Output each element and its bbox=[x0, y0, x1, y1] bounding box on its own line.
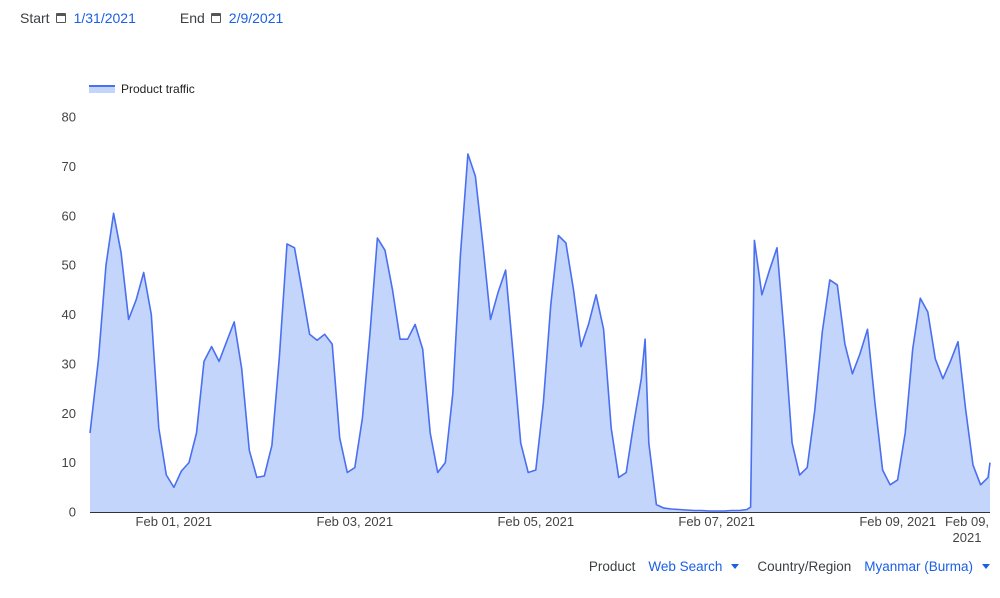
x-tick-label: Feb 03, 2021 bbox=[317, 514, 394, 529]
y-tick-label: 40 bbox=[62, 307, 76, 322]
legend-swatch bbox=[89, 85, 115, 93]
y-tick-label: 80 bbox=[62, 110, 76, 125]
chart-controls: Product Web Search Country/Region Myanma… bbox=[589, 559, 990, 574]
x-tick-label: Feb 05, 2021 bbox=[497, 514, 574, 529]
y-tick-label: 0 bbox=[69, 505, 76, 520]
x-end-label: Feb 09, bbox=[945, 514, 989, 529]
start-date-picker[interactable]: 1/31/2021 bbox=[73, 10, 136, 26]
product-label: Product bbox=[588, 559, 636, 574]
caret-down-icon bbox=[982, 564, 990, 569]
y-tick-label: 50 bbox=[62, 258, 76, 273]
product-dropdown[interactable]: Web Search bbox=[648, 559, 740, 574]
legend-label: Product traffic bbox=[121, 82, 195, 96]
x-tick-label: Feb 01, 2021 bbox=[136, 514, 213, 529]
calendar-icon[interactable] bbox=[210, 13, 221, 23]
y-tick-label: 10 bbox=[62, 455, 76, 470]
y-tick-label: 20 bbox=[62, 406, 76, 421]
caret-down-icon bbox=[731, 564, 740, 569]
region-label: Country/Region bbox=[757, 559, 852, 574]
end-label: End bbox=[179, 10, 205, 26]
region-dropdown[interactable]: Myanmar (Burma) bbox=[864, 559, 990, 574]
end-date-picker[interactable]: 2/9/2021 bbox=[228, 10, 284, 26]
chart-legend: Product traffic bbox=[89, 82, 195, 96]
traffic-line bbox=[89, 153, 991, 512]
traffic-area bbox=[90, 154, 990, 512]
y-tick-label: 30 bbox=[62, 356, 76, 371]
y-tick-label: 60 bbox=[62, 208, 76, 223]
y-tick-label: 70 bbox=[62, 159, 76, 174]
region-value: Myanmar (Burma) bbox=[864, 559, 973, 574]
product-value: Web Search bbox=[648, 559, 723, 574]
x-tick-label: Feb 07, 2021 bbox=[678, 514, 755, 529]
date-range: Start 1/31/2021 End 2/9/2021 bbox=[20, 10, 327, 26]
start-label: Start bbox=[20, 10, 50, 26]
calendar-icon[interactable] bbox=[55, 13, 66, 23]
x-tick-label: Feb 09, 2021 bbox=[859, 514, 936, 529]
x-end-label: 2021 bbox=[953, 530, 982, 545]
